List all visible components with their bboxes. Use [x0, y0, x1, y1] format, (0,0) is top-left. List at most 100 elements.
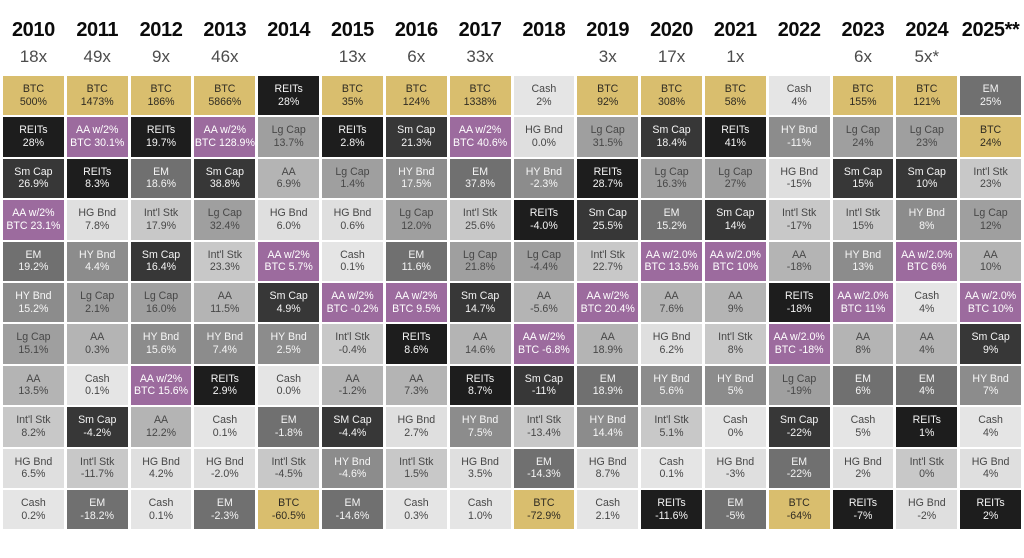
asset-return-value: 4.9% [276, 302, 301, 315]
asset-name: EM [89, 497, 106, 509]
asset-name: REITs [976, 497, 1005, 509]
asset-cell-smcap: Sm Cap 18.4% [641, 117, 702, 157]
btc-multiplier-label [258, 44, 319, 73]
asset-name: Lg Cap [654, 165, 689, 178]
asset-name: Int'l Stk [80, 455, 115, 468]
asset-cell-intlstk: Int'l Stk 1.5% [385, 448, 447, 488]
asset-return-value: 9% [982, 344, 999, 357]
asset-return-value: -64% [786, 509, 812, 522]
asset-name: BTC [660, 83, 683, 96]
asset-cell-hybnd: HY Bnd 7.4% [194, 324, 256, 364]
asset-cell-reits: REITs 28% [258, 76, 320, 116]
asset-cell-em: EM -22% [768, 448, 830, 488]
asset-cell-lgcap: Lg Cap 16.3% [641, 158, 702, 199]
year-label: 2019 [586, 19, 630, 41]
asset-name: Lg Cap [207, 207, 242, 220]
asset-name: Cash [276, 372, 302, 385]
asset-return-value: 8.3% [85, 178, 110, 191]
asset-name: HY Bnd [334, 455, 371, 468]
asset-name: REITs [274, 83, 303, 96]
asset-cell-intlstk: Int'l Stk 15% [832, 200, 894, 240]
asset-name: Sm Cap [78, 414, 117, 427]
asset-cell-lgcap: Lg Cap 32.4% [194, 200, 256, 240]
asset-name: Int'l Stk [207, 248, 243, 261]
asset-name: AA [600, 331, 615, 344]
asset-cell-reits: REITs 8.3% [66, 158, 128, 199]
asset-cell-intlstk: Int'l Stk 0% [896, 448, 958, 488]
asset-name: SM Cap [333, 414, 372, 427]
asset-cell-hgbnd: HG Bnd 6.2% [641, 324, 702, 364]
asset-return-value: 21.8% [465, 261, 496, 274]
asset-cell-aa: AA 14.6% [449, 324, 511, 364]
asset-return-value: 0.3% [404, 509, 429, 522]
asset-name: HY Bnd [908, 207, 945, 220]
asset-return-value: 18.9% [592, 344, 623, 357]
btc-multiplier-label: 6x [853, 47, 872, 66]
asset-cell-aa: AA 9% [704, 282, 766, 323]
asset-return-value: BTC 30.1% [70, 137, 125, 150]
asset-name: Cash [595, 497, 621, 509]
asset-name: AA w/2% [267, 248, 310, 261]
asset-return-value: 18.4% [656, 137, 687, 150]
asset-name: Cash [659, 455, 684, 468]
asset-return-value: -60.5% [271, 509, 306, 522]
asset-name: Lg Cap [399, 207, 434, 220]
asset-name: HG Bnd [588, 455, 627, 468]
asset-return-value: 7.8% [85, 219, 110, 232]
asset-cell-lgcap: Lg Cap 27% [704, 158, 766, 199]
asset-cell-cash: Cash 5% [832, 407, 894, 447]
asset-return-value: 4% [919, 302, 935, 315]
asset-cell-btc: BTC 92% [577, 76, 639, 116]
asset-name: REITs [19, 124, 48, 137]
asset-cell-intlstk: Int'l Stk -11.7% [66, 448, 128, 488]
ranked-cells: BTC 155% Lg Cap 24% Sm Cap 15% Int'l Stk 15% HY … [832, 76, 894, 530]
asset-return-value: 8% [727, 344, 743, 357]
asset-cell-intlstk: Int'l Stk 8% [704, 324, 766, 364]
asset-cell-cash: Cash 4% [960, 407, 1021, 447]
asset-cell-hybnd: HY Bnd 5% [704, 365, 766, 406]
asset-return-value: 2.8% [340, 137, 365, 150]
asset-name: Sm Cap [397, 124, 436, 137]
asset-name: HG Bnd [333, 207, 372, 220]
asset-cell-em: EM 19.2% [3, 241, 64, 281]
asset-name: Int'l Stk [271, 455, 306, 468]
ranked-cells: EM 25% BTC 24% Int'l Stk 23% Lg Cap 12% AA 10% AA … [960, 76, 1021, 530]
asset-return-value: 7.3% [404, 385, 429, 398]
asset-name: BTC [597, 83, 619, 96]
asset-return-value: -3% [725, 468, 745, 481]
year-column-2019: 2019 3x BTC 92% Lg Cap 31.5% REITs 28.7% Sm Cap 2… [577, 16, 639, 530]
asset-name: HY Bnd [525, 165, 563, 178]
asset-cell-cash: Cash 2% [513, 76, 575, 116]
asset-cell-btc: BTC 24% [960, 117, 1021, 157]
year-column-2016: 2016 6x BTC 124% Sm Cap 21.3% HY Bnd 17.5% Lg Ca… [385, 16, 447, 530]
asset-name: AA w/2.0% [709, 248, 761, 261]
btc-multiplier-label [514, 44, 575, 73]
asset-return-value: 0.6% [340, 219, 365, 232]
asset-cell-aa: AA 0.3% [66, 324, 128, 364]
asset-cell-btc: BTC 5866% [194, 76, 256, 116]
asset-cell-smcap: Sm Cap 16.4% [130, 241, 192, 281]
asset-return-value: BTC 128.9% [194, 137, 255, 150]
asset-return-value: -5.6% [530, 302, 558, 315]
asset-return-value: 58% [724, 95, 746, 108]
asset-name: AA [345, 372, 360, 385]
asset-return-value: 15.2% [18, 302, 49, 315]
asset-cell-intlstk: Int'l Stk 25.6% [449, 200, 511, 240]
asset-cell-smcap: Sm Cap 9% [960, 324, 1021, 364]
asset-cell-cash: Cash 0.1% [641, 448, 702, 488]
asset-name: AA [792, 248, 807, 261]
asset-return-value: 19.2% [18, 261, 49, 274]
btc-multiplier-label: 3x [598, 47, 617, 66]
asset-cell-hgbnd: HG Bnd 6.0% [258, 200, 320, 240]
asset-cell-hgbnd: HG Bnd 2% [832, 448, 894, 488]
asset-cell-lgcap: Lg Cap 16.0% [130, 282, 192, 323]
asset-return-value: 5% [855, 426, 871, 439]
asset-cell-smcap: Sm Cap -11% [513, 365, 575, 406]
ranked-cells: BTC 1338% AA w/2% BTC 40.6% EM 37.8% Int'l Stk… [449, 76, 511, 530]
asset-return-value: 19.7% [146, 137, 177, 150]
asset-name: AA [855, 331, 871, 344]
asset-return-value: 18.6% [146, 178, 177, 191]
asset-cell-aabtc: AA w/2% BTC 23.1% [3, 200, 64, 240]
asset-name: Lg Cap [590, 124, 625, 137]
asset-name: EM [727, 497, 744, 509]
